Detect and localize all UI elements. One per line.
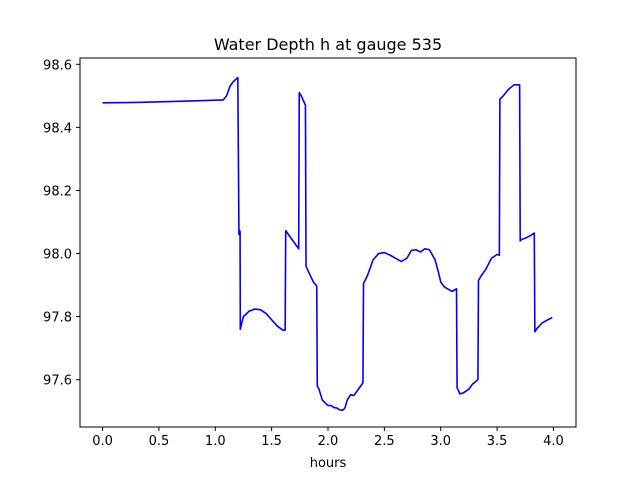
y-tick-label: 98.0 (43, 248, 72, 263)
x-tick-label: 2.0 (318, 434, 339, 449)
x-tick-label: 1.5 (261, 434, 282, 449)
y-tick-label: 97.6 (43, 374, 72, 389)
x-tick-label: 4.0 (543, 434, 564, 449)
chart-title: Water Depth h at gauge 535 (214, 35, 442, 54)
x-tick-label: 3.5 (487, 434, 508, 449)
x-axis-label: hours (310, 456, 347, 471)
y-tick-label: 97.8 (43, 311, 72, 326)
x-tick-label: 3.0 (430, 434, 451, 449)
y-tick-label: 98.2 (43, 184, 72, 199)
x-tick-label: 2.5 (374, 434, 395, 449)
y-tick-label: 98.4 (43, 121, 72, 136)
series-layer (102, 76, 553, 412)
series-line (102, 76, 553, 412)
y-tick-label: 98.6 (43, 58, 72, 73)
x-tick-label: 0.0 (92, 434, 113, 449)
plot-frame (79, 57, 577, 428)
x-axis-ticks: 0.0 0.5 1.0 1.5 2.0 2.5 3.0 3.5 4.0 (92, 427, 564, 449)
x-tick-label: 0.5 (149, 434, 170, 449)
x-tick-label: 1.0 (205, 434, 226, 449)
y-axis-ticks: 97.6 97.8 98.0 98.2 98.4 98.6 (43, 58, 80, 389)
